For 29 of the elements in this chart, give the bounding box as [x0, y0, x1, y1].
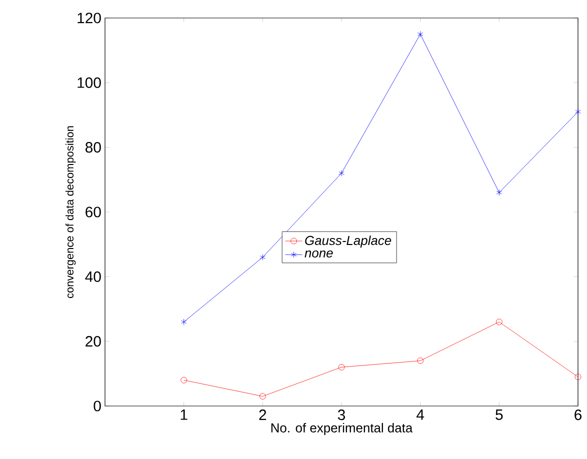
x-tick-label: 4	[416, 410, 424, 420]
point	[496, 189, 502, 196]
legend-label: Gauss-Laplace	[305, 236, 392, 248]
x-tick-label: 1	[180, 410, 188, 420]
x-tick-label: 6	[574, 410, 582, 420]
y-tick-label: 100	[78, 77, 101, 88]
x-tick-label: 3	[338, 410, 345, 420]
y-tick-label: 120	[78, 12, 101, 24]
y-tick-label: 40	[85, 271, 101, 282]
x-tick-label: 5	[496, 410, 503, 420]
y-tick-label: 60	[86, 206, 101, 218]
point	[259, 393, 266, 400]
point	[181, 318, 187, 326]
y-tick-label: 20	[86, 336, 101, 347]
y-tick-label: 80	[86, 142, 101, 153]
y-tick-label: 0	[94, 400, 101, 412]
point	[417, 358, 424, 364]
point	[496, 318, 502, 326]
x-axis-title: No. of experimental data	[271, 422, 413, 436]
point	[574, 374, 582, 380]
point	[338, 364, 345, 370]
point	[260, 254, 266, 260]
point	[180, 376, 188, 384]
point	[575, 108, 581, 115]
x-tick-label: 2	[259, 410, 266, 420]
y-axis-title: convergence of data decomposition	[65, 126, 76, 298]
point	[338, 170, 344, 176]
point	[418, 30, 424, 38]
legend-label: none	[304, 250, 333, 258]
